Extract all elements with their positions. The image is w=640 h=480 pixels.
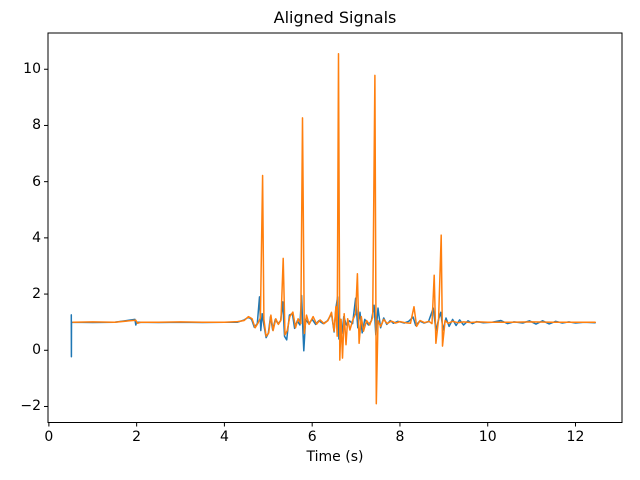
plot-frame bbox=[47, 32, 623, 423]
x-tick-label: 6 bbox=[307, 429, 317, 445]
x-tick-label: 0 bbox=[44, 429, 54, 445]
x-tick-label: 4 bbox=[219, 429, 229, 445]
x-tick-label: 2 bbox=[132, 429, 142, 445]
x-tick-label: 12 bbox=[566, 429, 585, 445]
chart-title: Aligned Signals bbox=[273, 8, 397, 27]
y-tick-label: 2 bbox=[32, 286, 41, 303]
y-tick-label: 10 bbox=[23, 61, 41, 78]
x-tick-label: 8 bbox=[395, 429, 405, 445]
signal-2-line bbox=[72, 53, 596, 405]
y-tick-label: 4 bbox=[32, 229, 41, 246]
y-tick-label: 8 bbox=[32, 117, 41, 134]
x-tick-label: 10 bbox=[478, 429, 497, 445]
y-tick-label: 0 bbox=[32, 342, 41, 359]
y-tick-label: −2 bbox=[20, 398, 41, 415]
x-axis-label: Time (s) bbox=[306, 449, 364, 465]
y-tick-label: 6 bbox=[32, 173, 41, 190]
